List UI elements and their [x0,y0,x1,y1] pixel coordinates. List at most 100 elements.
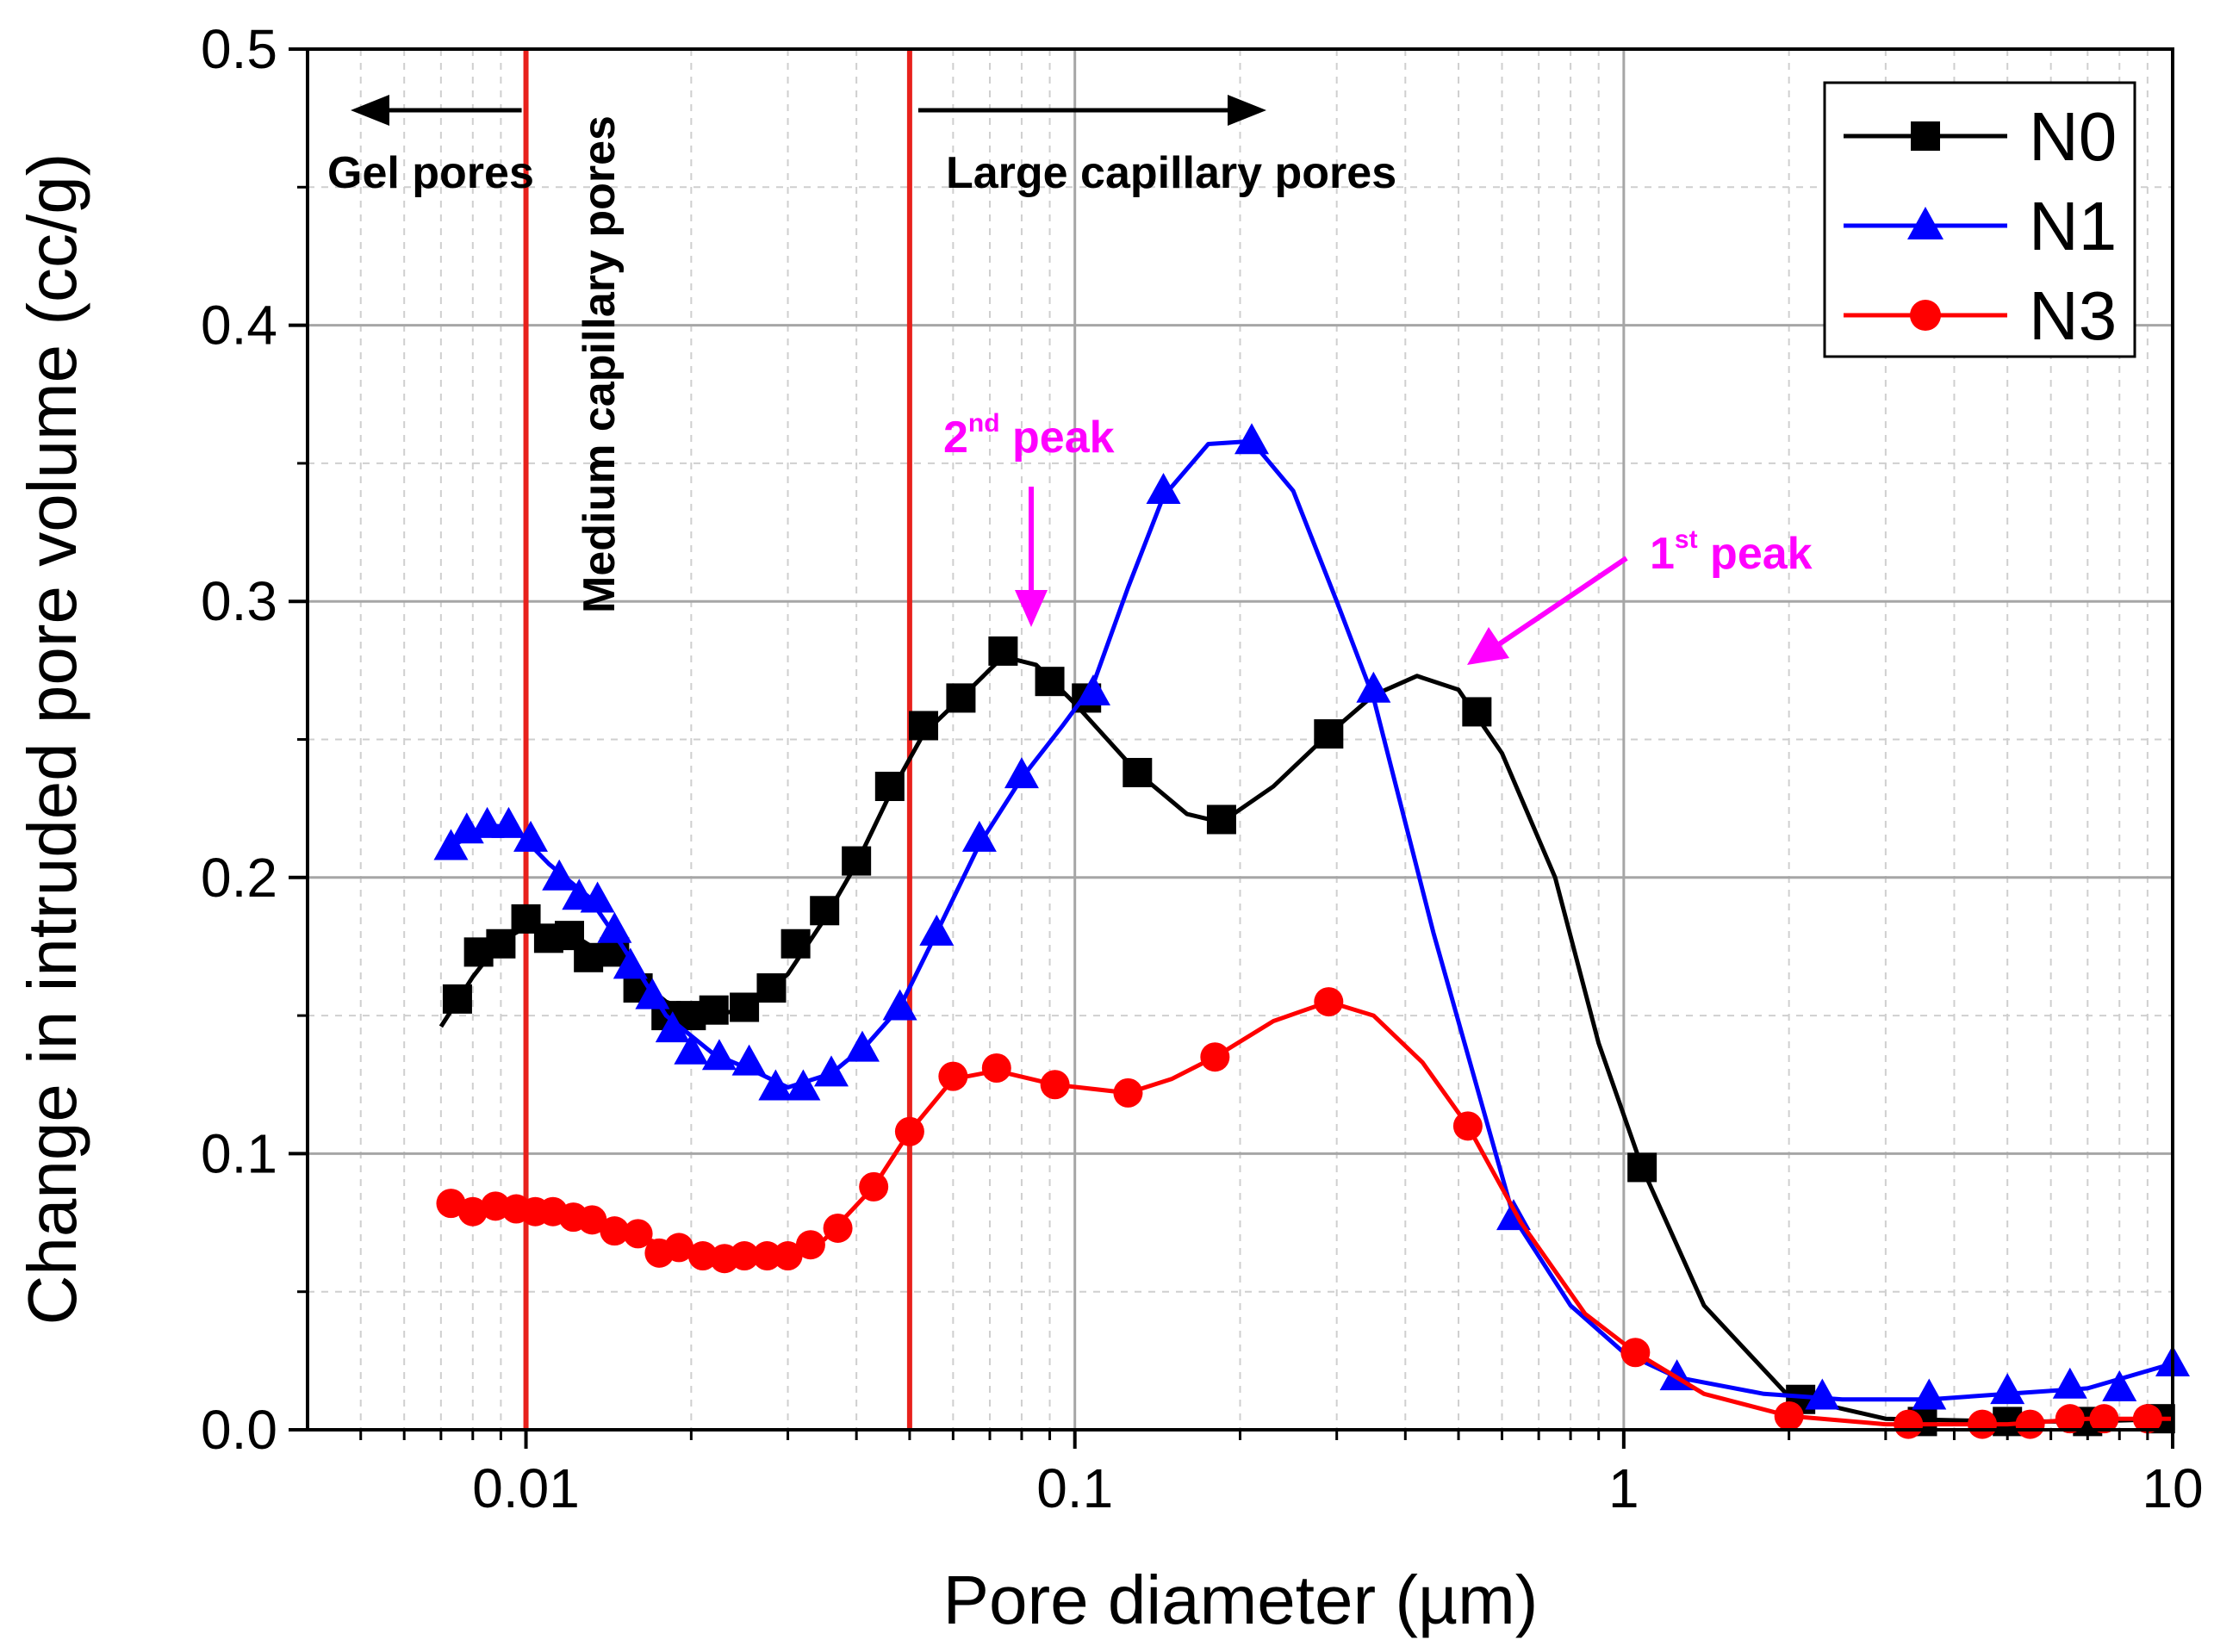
data-point-n3 [600,1216,630,1246]
data-point-n3 [773,1241,803,1271]
large-capillary-pores-label: Large capillary pores [946,148,1396,198]
data-point-n1 [655,1011,690,1043]
data-point-n3 [1200,1042,1230,1072]
data-point-n3 [938,1061,968,1091]
x-tick-label: 10 [2142,1457,2203,1519]
data-point-n1 [613,947,648,979]
data-point-n3 [577,1205,607,1235]
data-point-n0 [874,772,905,802]
peak-annotations: 2nd peak 1st peak [943,409,1813,665]
gel-pores-label: Gel pores [327,148,534,198]
data-point-n0 [699,995,729,1025]
data-point-n3 [664,1233,694,1263]
data-point-n0 [486,928,516,959]
y-tick-label: 0.1 [201,1122,277,1184]
data-point-n1 [813,1055,849,1087]
data-point-n1 [674,1033,709,1065]
data-point-n3 [2132,1404,2162,1434]
data-point-n1 [2102,1369,2137,1401]
data-point-n1 [882,989,917,1021]
data-point-n1 [491,806,526,838]
data-point-n1 [2052,1367,2087,1399]
first-peak-arrow-head [1467,627,1509,665]
data-point-n1 [1805,1378,1840,1410]
data-point-n3 [687,1241,718,1271]
data-point-n1 [1990,1373,2025,1405]
y-axis-label: Change in intruded pore volume (cc/g) [14,153,90,1326]
data-point-n1 [1146,472,1181,504]
legend-label-n1: N1 [2029,188,2117,264]
data-point-n3 [1113,1078,1143,1108]
data-point-n0 [756,973,787,1003]
data-point-n0 [1462,697,1492,727]
data-point-n3 [730,1241,760,1271]
y-tick-label: 0.2 [201,847,277,909]
data-point-n1 [513,820,549,852]
data-point-n3 [859,1171,889,1202]
medium-capillary-pores-label: Medium capillary pores [575,115,625,613]
data-point-n1 [731,1044,767,1076]
legend-marker-n3 [1910,300,1941,331]
data-point-n1 [597,911,632,943]
region-annotations: Gel pores Medium capillary pores Large cap… [327,95,1396,613]
series-n3 [436,987,2173,1439]
data-point-n0 [730,992,760,1022]
legend-label-n3: N3 [2029,277,2117,354]
data-point-n0 [1314,719,1344,749]
data-point-n1 [786,1069,821,1101]
data-point-n3 [1968,1409,1998,1439]
data-point-n3 [457,1196,488,1227]
data-point-n1 [844,1030,880,1062]
axis-ticks: 0.0 0.1 0.2 0.3 0.4 0.5 0.01 0.1 1 10 [201,18,2204,1519]
gel-pores-arrow-head [351,95,389,126]
data-point-n1 [1912,1378,1947,1410]
data-point-n1 [1004,757,1039,789]
data-point-n0 [909,711,939,741]
data-point-n1 [961,820,997,852]
second-peak-arrow-head [1015,590,1048,627]
data-point-n0 [780,928,811,959]
data-point-n1 [580,881,615,913]
data-point-n0 [574,942,604,972]
data-point-n3 [1452,1111,1483,1141]
data-point-n3 [795,1230,825,1260]
data-point-n3 [623,1219,653,1249]
data-series [433,423,2190,1439]
data-point-n1 [635,978,670,1009]
x-tick-label: 0.01 [472,1457,580,1519]
data-point-n3 [823,1213,853,1243]
data-point-n3 [2089,1404,2119,1434]
data-point-n0 [442,984,472,1014]
data-point-n3 [1620,1338,1651,1368]
data-point-n0 [1123,757,1153,787]
data-point-n0 [842,846,872,876]
x-tick-label: 0.1 [1036,1457,1113,1519]
legend-marker-n1 [1907,207,1943,239]
data-point-n0 [988,636,1018,666]
data-point-n3 [894,1116,924,1146]
data-point-n3 [752,1241,782,1271]
data-point-n1 [1075,674,1110,705]
data-point-n3 [2055,1404,2085,1434]
second-peak-label: 2nd peak [943,409,1115,463]
legend-label-n0: N0 [2029,98,2117,175]
x-tick-label: 1 [1608,1457,1639,1519]
data-point-n0 [1035,667,1065,697]
data-point-n0 [1627,1152,1657,1183]
data-point-n3 [1314,987,1344,1017]
data-point-n0 [1206,804,1236,835]
legend: N0 N1 N3 [1823,81,2136,358]
data-point-n3 [2015,1409,2045,1439]
data-point-n1 [1356,671,1391,703]
first-peak-arrow-shaft [1497,556,1628,647]
data-point-n3 [1040,1070,1070,1100]
data-point-n0 [946,683,976,713]
data-point-n1 [433,829,469,860]
large-pores-arrow-head [1228,95,1266,126]
data-point-n3 [981,1053,1011,1084]
data-point-n3 [1894,1409,1924,1439]
y-tick-label: 0.3 [201,570,277,632]
data-point-n1 [701,1039,737,1071]
series-n1 [433,423,2190,1410]
